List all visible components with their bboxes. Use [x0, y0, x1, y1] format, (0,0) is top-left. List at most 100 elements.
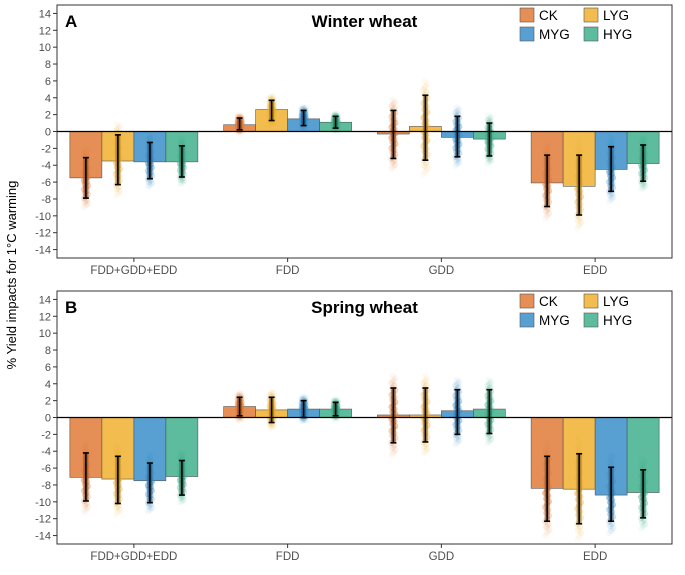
- data-point: [485, 155, 492, 163]
- data-point: [84, 147, 91, 154]
- data-point: [423, 159, 430, 167]
- data-point: [146, 454, 154, 461]
- data-point: [575, 222, 583, 229]
- data-point: [391, 375, 399, 382]
- data-point: [423, 445, 431, 453]
- data-point: [606, 198, 613, 205]
- data-point: [84, 504, 91, 511]
- data-point: [577, 141, 585, 148]
- data-point: [116, 188, 123, 195]
- data-point: [575, 143, 583, 151]
- data-point: [388, 379, 395, 387]
- y-tick-label: -10: [35, 497, 51, 509]
- panel-title: Spring wheat: [311, 298, 418, 317]
- data-point: [484, 439, 491, 447]
- data-point: [574, 535, 581, 543]
- data-point: [543, 145, 551, 152]
- data-point: [609, 454, 617, 461]
- data-point: [116, 444, 123, 452]
- data-point: [391, 446, 399, 454]
- data-point: [391, 382, 398, 389]
- data-point: [388, 102, 395, 110]
- legend-label-hyg: HYG: [603, 313, 632, 328]
- data-point: [390, 449, 397, 456]
- data-point: [487, 378, 495, 386]
- y-tick-label: 12: [39, 25, 51, 37]
- data-point: [544, 520, 552, 528]
- panel-title: Winter wheat: [312, 12, 418, 31]
- data-point: [389, 159, 396, 166]
- data-point: [235, 112, 242, 119]
- data-point: [452, 109, 459, 116]
- legend-label-hyg: HYG: [603, 27, 632, 42]
- y-tick-label: -6: [41, 177, 51, 189]
- data-point: [268, 390, 275, 398]
- data-point: [639, 523, 647, 530]
- panel-letter: B: [65, 298, 77, 317]
- data-point: [453, 104, 460, 111]
- data-point: [574, 444, 581, 451]
- data-point: [270, 120, 277, 127]
- y-axis-label: % Yield impacts for 1°C warming: [4, 181, 19, 370]
- legend-swatch-lyg: [583, 293, 599, 309]
- data-point: [300, 417, 307, 424]
- data-point: [575, 435, 582, 442]
- data-point: [608, 461, 616, 469]
- legend-label-ck: CK: [539, 8, 558, 23]
- data-point: [148, 452, 155, 460]
- data-point: [145, 131, 153, 138]
- data-point: [542, 147, 549, 154]
- data-point: [176, 139, 184, 147]
- data-point: [176, 499, 184, 506]
- data-point: [542, 447, 549, 454]
- data-point: [270, 422, 277, 430]
- data-point: [487, 157, 495, 164]
- data-point: [609, 194, 617, 201]
- x-tick-label: FDD: [276, 551, 300, 563]
- data-point: [606, 459, 613, 466]
- data-point: [641, 458, 649, 465]
- data-point: [178, 497, 186, 505]
- data-point: [545, 210, 553, 217]
- data-point: [423, 441, 430, 448]
- data-point: [639, 518, 646, 526]
- data-point: [80, 203, 88, 211]
- data-point: [485, 434, 492, 441]
- data-point: [422, 448, 429, 455]
- y-tick-label: 8: [45, 59, 51, 71]
- data-point: [606, 139, 613, 146]
- data-point: [486, 158, 493, 165]
- data-point: [423, 89, 430, 96]
- data-point: [422, 168, 429, 175]
- data-point: [455, 437, 463, 444]
- data-point: [452, 162, 459, 169]
- legend-label-lyg: LYG: [603, 8, 629, 23]
- data-point: [452, 382, 459, 389]
- data-point: [639, 184, 647, 191]
- data-point: [639, 181, 646, 188]
- data-point: [543, 529, 551, 536]
- data-point: [114, 190, 122, 197]
- y-tick-label: 14: [39, 294, 51, 306]
- data-point: [639, 136, 647, 144]
- data-point: [389, 444, 396, 451]
- data-point: [543, 140, 550, 147]
- x-tick-label: FDD+GDD+EDD: [90, 265, 177, 277]
- data-point: [146, 134, 154, 141]
- y-tick-label: -4: [41, 160, 51, 172]
- data-point: [545, 441, 553, 449]
- data-point: [236, 391, 243, 398]
- data-point: [180, 177, 187, 185]
- data-point: [302, 394, 309, 401]
- data-point: [484, 382, 491, 389]
- data-point: [266, 424, 274, 432]
- data-point: [267, 92, 274, 100]
- data-point: [639, 456, 646, 463]
- y-tick-label: 2: [45, 110, 51, 122]
- data-point: [423, 80, 431, 87]
- data-point: [270, 389, 277, 396]
- x-tick-label: FDD+GDD+EDD: [90, 551, 177, 563]
- x-tick-label: GDD: [429, 265, 455, 277]
- data-point: [235, 389, 242, 397]
